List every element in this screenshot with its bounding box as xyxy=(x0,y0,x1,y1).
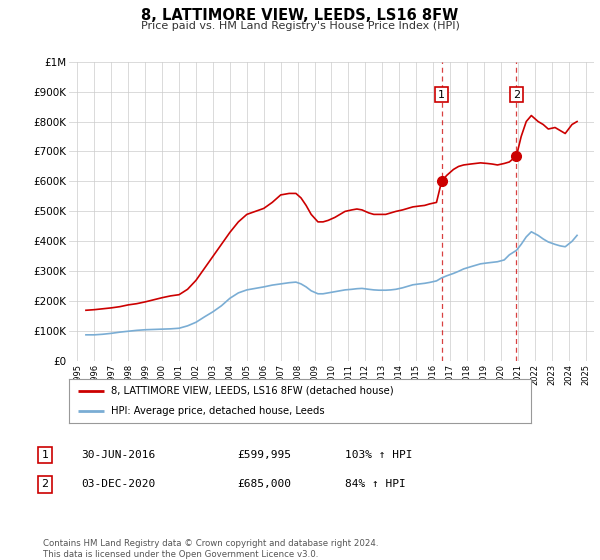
Text: 03-DEC-2020: 03-DEC-2020 xyxy=(81,479,155,489)
Text: £685,000: £685,000 xyxy=(237,479,291,489)
Text: 2: 2 xyxy=(513,90,520,100)
Text: £599,995: £599,995 xyxy=(237,450,291,460)
Text: 84% ↑ HPI: 84% ↑ HPI xyxy=(345,479,406,489)
Text: 103% ↑ HPI: 103% ↑ HPI xyxy=(345,450,413,460)
Text: Price paid vs. HM Land Registry's House Price Index (HPI): Price paid vs. HM Land Registry's House … xyxy=(140,21,460,31)
Text: 1: 1 xyxy=(438,90,445,100)
Text: HPI: Average price, detached house, Leeds: HPI: Average price, detached house, Leed… xyxy=(110,406,324,416)
Text: 2: 2 xyxy=(41,479,49,489)
Text: 8, LATTIMORE VIEW, LEEDS, LS16 8FW (detached house): 8, LATTIMORE VIEW, LEEDS, LS16 8FW (deta… xyxy=(110,386,393,396)
Text: Contains HM Land Registry data © Crown copyright and database right 2024.
This d: Contains HM Land Registry data © Crown c… xyxy=(43,539,379,559)
Text: 30-JUN-2016: 30-JUN-2016 xyxy=(81,450,155,460)
Text: 1: 1 xyxy=(41,450,49,460)
Text: 8, LATTIMORE VIEW, LEEDS, LS16 8FW: 8, LATTIMORE VIEW, LEEDS, LS16 8FW xyxy=(142,8,458,24)
